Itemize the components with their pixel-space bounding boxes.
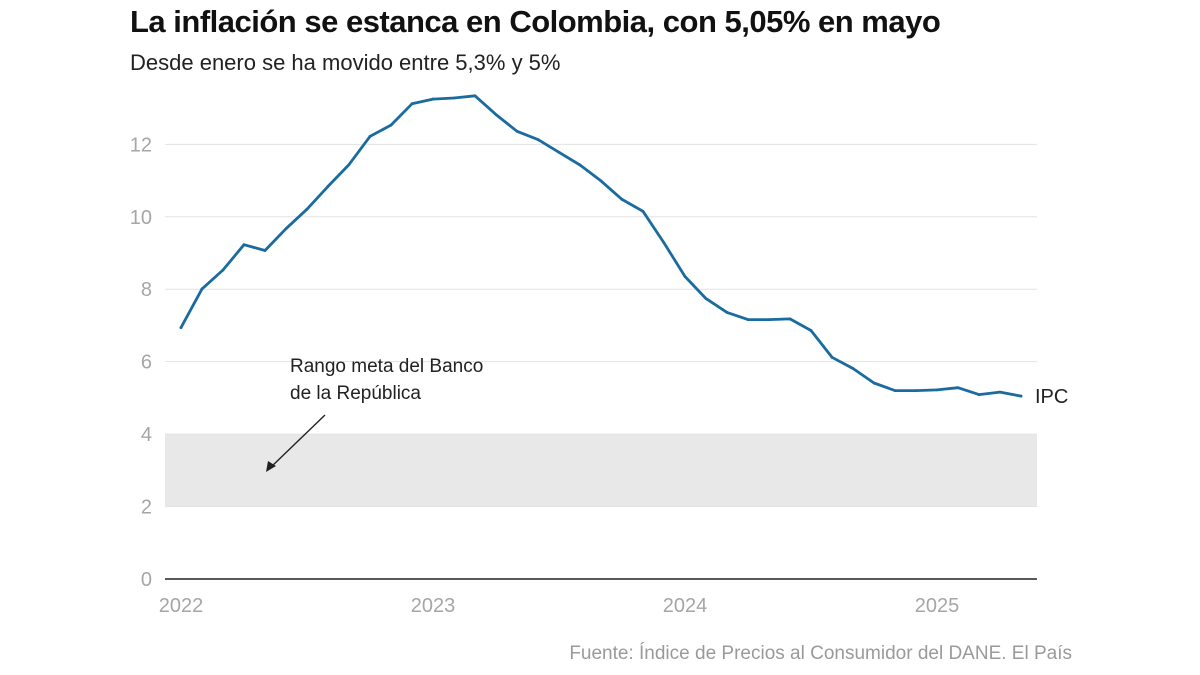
- data-point-2024-12: [914, 389, 918, 393]
- data-point-2023-10: [620, 197, 624, 201]
- annotation-line-2: de la República: [290, 383, 421, 404]
- data-point-2024-01: [683, 275, 687, 278]
- data-point-2022-12: [410, 102, 414, 106]
- data-point-2025-04: [998, 390, 1002, 394]
- data-point-2023-05: [515, 129, 519, 133]
- y-tick-label-10: 10: [130, 207, 152, 229]
- y-tick-label-2: 2: [141, 497, 152, 519]
- data-point-2024-03: [725, 311, 729, 314]
- x-tick-label-2023: 2023: [411, 595, 456, 617]
- data-point-2022-10: [368, 134, 372, 138]
- data-point-2024-07: [809, 329, 813, 332]
- y-tick-label-0: 0: [141, 569, 152, 591]
- data-point-2023-01: [431, 97, 435, 101]
- data-point-2022-05: [263, 249, 267, 252]
- data-point-2022-07: [305, 207, 309, 211]
- data-point-2022-09: [347, 163, 351, 167]
- data-point-2024-05: [767, 318, 771, 322]
- chart-title: La inflación se estanca en Colombia, con…: [130, 4, 941, 39]
- data-point-2023-06: [536, 138, 540, 142]
- data-point-2024-09: [851, 367, 855, 370]
- x-tick-label-2024: 2024: [663, 595, 708, 617]
- data-point-2022-02: [200, 287, 204, 291]
- data-point-2025-05: [1019, 394, 1023, 398]
- data-point-2024-11: [893, 389, 897, 393]
- data-point-2024-04: [746, 318, 750, 322]
- data-point-2022-03: [221, 268, 225, 272]
- data-point-2023-07: [557, 150, 561, 154]
- y-tick-label-12: 12: [130, 134, 152, 156]
- data-point-2023-04: [494, 113, 498, 117]
- data-point-2022-08: [326, 184, 330, 188]
- y-tick-label-4: 4: [141, 424, 152, 446]
- data-point-2022-11: [389, 123, 393, 127]
- data-point-2023-02: [452, 96, 456, 100]
- data-point-2022-06: [284, 227, 288, 231]
- data-point-2022-04: [242, 243, 246, 247]
- data-point-2023-09: [599, 179, 603, 183]
- chart-source: Fuente: Índice de Precios al Consumidor …: [569, 643, 1072, 664]
- data-point-2023-03: [473, 94, 477, 98]
- data-point-2023-12: [662, 241, 666, 245]
- series-label-ipc: IPC: [1035, 386, 1068, 408]
- data-point-2024-08: [830, 355, 834, 359]
- y-tick-label-8: 8: [141, 279, 152, 301]
- data-point-2024-06: [788, 317, 792, 321]
- data-point-2023-08: [578, 163, 582, 167]
- data-point-2022-01: [179, 326, 183, 330]
- data-point-2025-01: [935, 388, 939, 392]
- data-point-2024-10: [872, 381, 876, 385]
- data-point-2024-02: [704, 297, 708, 301]
- chart-subtitle: Desde enero se ha movido entre 5,3% y 5%: [130, 50, 561, 75]
- data-point-2025-02: [956, 386, 960, 390]
- x-tick-label-2022: 2022: [159, 595, 204, 617]
- y-tick-label-6: 6: [141, 352, 152, 374]
- data-point-2023-11: [641, 209, 645, 213]
- target-range-band: [165, 434, 1037, 507]
- annotation-arrow-head: [266, 461, 276, 472]
- annotation-arrow-line: [269, 414, 326, 469]
- data-point-2025-03: [977, 393, 981, 397]
- series-line-ipc: [179, 94, 1023, 398]
- annotation-line-1: Rango meta del Banco: [290, 356, 483, 377]
- x-tick-label-2025: 2025: [915, 595, 960, 617]
